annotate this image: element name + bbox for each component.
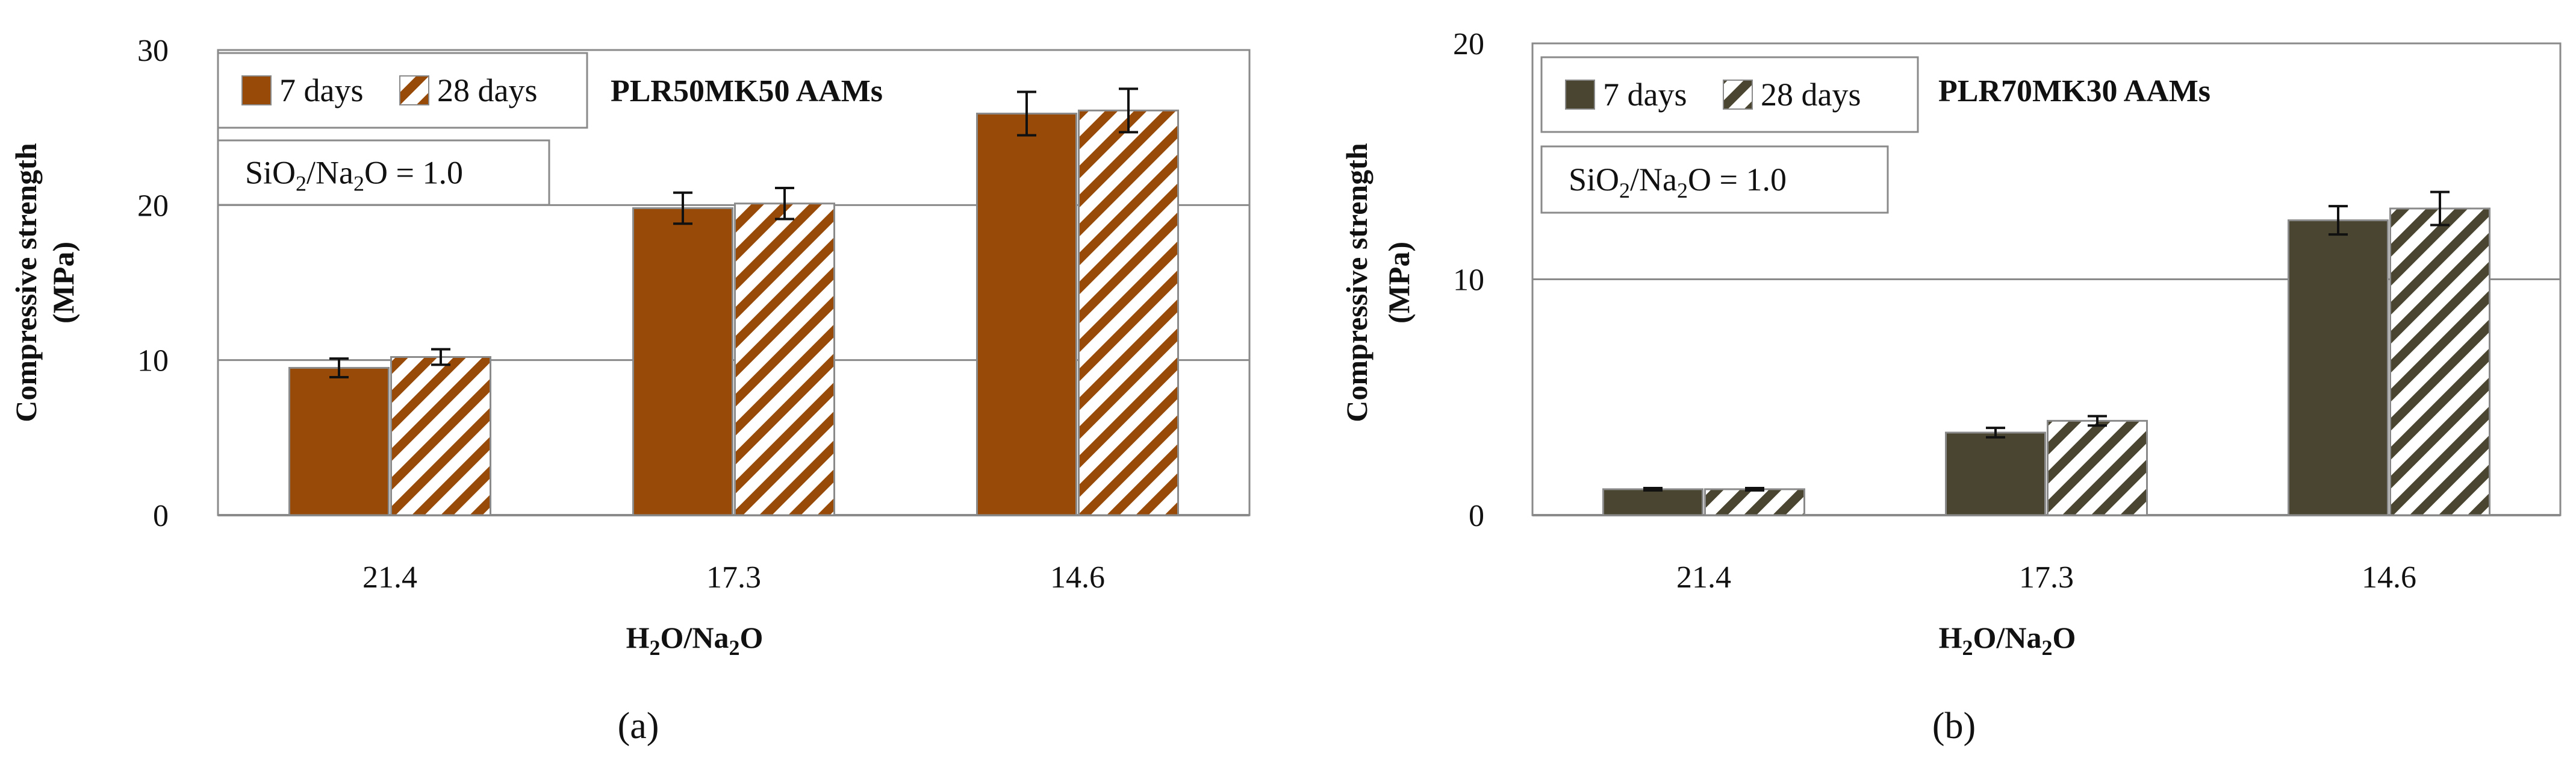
bar-28-days-14.6 xyxy=(1078,109,1179,516)
error-bar xyxy=(2329,205,2348,236)
y-tick-label: 0 xyxy=(1469,499,1484,533)
x-tick-label: 21.4 xyxy=(1676,560,1731,595)
chart-panel-b: 0 10 20 21.4 17.3 14.6 7 days 28 days SiO2/Na2O … xyxy=(1340,27,2562,747)
y-tick-label: 20 xyxy=(137,189,169,223)
y-axis-title: Compressive strength xyxy=(1340,143,1374,422)
legend-label: 7 days xyxy=(1603,77,1687,113)
legend-swatch xyxy=(241,75,272,105)
bar-28-days-21.4 xyxy=(1704,488,1805,516)
y-axis-title-units: (MPa) xyxy=(1382,242,1416,324)
bar-7-days-17.3 xyxy=(1945,431,2046,516)
bar-28-days-17.3 xyxy=(2047,419,2148,516)
bar-7-days-21.4 xyxy=(288,367,390,516)
error-bar xyxy=(2430,190,2450,227)
annotation-text: SiO2/Na2O = 1.0 xyxy=(245,155,463,196)
bar-7-days-14.6 xyxy=(2288,219,2389,516)
legend-label: 28 days xyxy=(437,72,537,108)
panel-label: (a) xyxy=(618,706,659,747)
y-axis-title-units: (MPa) xyxy=(46,242,80,324)
y-tick-label: 10 xyxy=(1453,263,1484,298)
bar-28-days-17.3 xyxy=(734,202,835,516)
bar-28-days-21.4 xyxy=(390,356,491,516)
bar-28-days-14.6 xyxy=(2389,207,2490,516)
y-tick-label: 30 xyxy=(137,34,169,68)
legend-swatch xyxy=(1723,80,1753,110)
error-bar xyxy=(673,191,692,225)
x-tick-label: 17.3 xyxy=(706,560,761,595)
chart-title: PLR70MK30 AAMs xyxy=(1938,74,2210,108)
error-bar xyxy=(329,357,349,378)
y-tick-label: 10 xyxy=(137,344,169,378)
chart-title: PLR50MK50 AAMs xyxy=(611,74,883,108)
error-bar xyxy=(1119,87,1138,134)
error-bar xyxy=(2088,415,2107,427)
error-bar xyxy=(775,187,794,221)
legend-swatch xyxy=(399,75,429,105)
y-tick-label: 20 xyxy=(1453,27,1484,61)
legend-label: 28 days xyxy=(1761,77,1861,113)
annotation-box xyxy=(1540,145,1889,214)
error-bar xyxy=(1986,427,2005,439)
y-tick-label: 0 xyxy=(153,499,169,533)
y-axis-title: Compressive strength xyxy=(9,143,43,422)
error-bar xyxy=(431,348,450,366)
x-tick-label: 17.3 xyxy=(2019,560,2074,595)
x-tick-label: 14.6 xyxy=(2362,560,2416,595)
x-tick-label: 14.6 xyxy=(1050,560,1105,595)
bar-7-days-14.6 xyxy=(976,113,1077,516)
chart-panel-a: 0 10 20 30 21.4 17.3 14.6 7 days 28 days SiO2/Na2… xyxy=(9,34,1251,747)
x-tick-label: 21.4 xyxy=(362,560,417,595)
legend-swatch xyxy=(1565,80,1595,110)
x-axis-title: H2O/Na2O xyxy=(1939,621,2076,660)
panel-label: (b) xyxy=(1932,706,1976,747)
bar-7-days-17.3 xyxy=(632,207,733,516)
error-bar xyxy=(1745,486,1764,492)
error-bar xyxy=(1643,486,1663,492)
annotation-box xyxy=(217,139,550,206)
annotation-text: SiO2/Na2O = 1.0 xyxy=(1569,161,1787,202)
x-axis-title: H2O/Na2O xyxy=(626,621,764,660)
bar-7-days-21.4 xyxy=(1602,488,1703,516)
legend-label: 7 days xyxy=(279,72,363,108)
error-bar xyxy=(1017,90,1036,137)
